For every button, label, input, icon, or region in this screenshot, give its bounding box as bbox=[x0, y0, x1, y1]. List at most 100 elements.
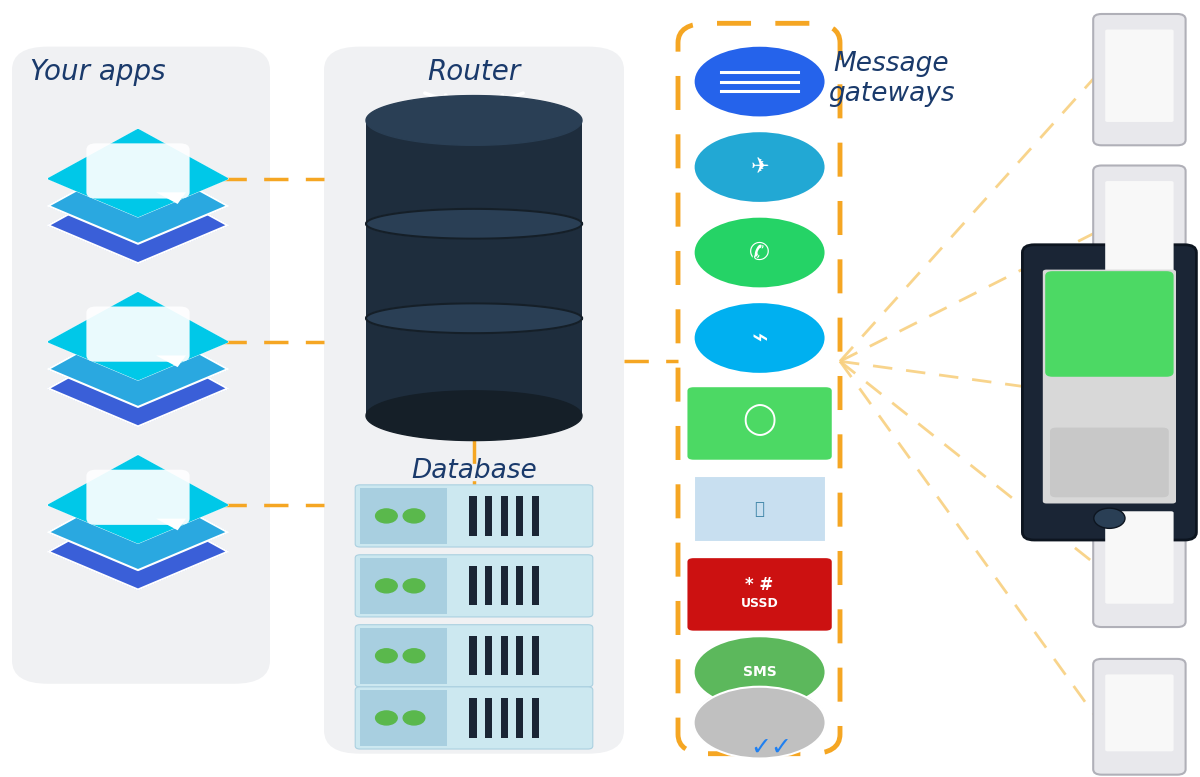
Polygon shape bbox=[48, 293, 228, 380]
Circle shape bbox=[403, 649, 425, 663]
Bar bbox=[532, 566, 539, 605]
Bar bbox=[532, 497, 539, 535]
Polygon shape bbox=[48, 503, 228, 590]
Bar bbox=[516, 636, 523, 675]
Text: ⌁: ⌁ bbox=[751, 324, 768, 352]
Polygon shape bbox=[156, 193, 186, 204]
Text: ✓✓: ✓✓ bbox=[751, 736, 793, 759]
Circle shape bbox=[1094, 508, 1126, 528]
FancyBboxPatch shape bbox=[86, 306, 190, 361]
Ellipse shape bbox=[694, 46, 826, 117]
Text: * #: * # bbox=[745, 576, 774, 594]
Bar bbox=[532, 636, 539, 675]
Bar bbox=[516, 566, 523, 605]
Bar bbox=[469, 699, 476, 737]
Ellipse shape bbox=[694, 217, 826, 288]
FancyBboxPatch shape bbox=[86, 143, 190, 199]
Ellipse shape bbox=[694, 687, 826, 758]
Ellipse shape bbox=[694, 636, 826, 708]
Ellipse shape bbox=[694, 217, 826, 288]
Circle shape bbox=[376, 711, 397, 725]
Polygon shape bbox=[366, 209, 582, 239]
FancyBboxPatch shape bbox=[1105, 30, 1174, 122]
Polygon shape bbox=[48, 483, 228, 570]
Ellipse shape bbox=[694, 46, 826, 117]
FancyBboxPatch shape bbox=[360, 558, 446, 614]
FancyBboxPatch shape bbox=[1093, 659, 1186, 775]
Polygon shape bbox=[48, 340, 228, 427]
Polygon shape bbox=[156, 519, 186, 531]
Bar bbox=[516, 497, 523, 535]
Ellipse shape bbox=[694, 685, 826, 756]
FancyBboxPatch shape bbox=[694, 476, 826, 542]
FancyBboxPatch shape bbox=[694, 562, 826, 627]
Text: USSD: USSD bbox=[740, 598, 779, 610]
Bar bbox=[485, 636, 492, 675]
Polygon shape bbox=[48, 176, 228, 263]
Circle shape bbox=[376, 579, 397, 593]
Polygon shape bbox=[366, 120, 582, 416]
Text: Message
gateways: Message gateways bbox=[828, 51, 955, 106]
Ellipse shape bbox=[694, 131, 826, 203]
Text: ✈: ✈ bbox=[750, 157, 769, 177]
Bar bbox=[485, 566, 492, 605]
Text: 🏔: 🏔 bbox=[755, 500, 764, 518]
Ellipse shape bbox=[694, 636, 826, 708]
Polygon shape bbox=[366, 303, 582, 333]
FancyBboxPatch shape bbox=[686, 386, 833, 461]
FancyBboxPatch shape bbox=[360, 488, 446, 544]
Text: ✆: ✆ bbox=[749, 241, 770, 264]
FancyBboxPatch shape bbox=[1022, 245, 1196, 540]
Polygon shape bbox=[48, 320, 228, 407]
FancyBboxPatch shape bbox=[355, 555, 593, 617]
Text: Router: Router bbox=[427, 58, 521, 86]
FancyBboxPatch shape bbox=[12, 47, 270, 684]
Bar bbox=[532, 699, 539, 737]
Polygon shape bbox=[366, 391, 582, 441]
FancyBboxPatch shape bbox=[1093, 496, 1186, 627]
FancyBboxPatch shape bbox=[1093, 166, 1186, 297]
FancyBboxPatch shape bbox=[1093, 14, 1186, 145]
Circle shape bbox=[403, 579, 425, 593]
FancyBboxPatch shape bbox=[360, 628, 446, 684]
Bar bbox=[500, 636, 508, 675]
Bar bbox=[485, 699, 492, 737]
Circle shape bbox=[403, 509, 425, 523]
Polygon shape bbox=[48, 456, 228, 543]
FancyBboxPatch shape bbox=[1045, 271, 1174, 377]
Ellipse shape bbox=[694, 302, 826, 374]
FancyBboxPatch shape bbox=[686, 386, 833, 461]
Text: Database: Database bbox=[412, 458, 536, 484]
FancyBboxPatch shape bbox=[355, 687, 593, 749]
FancyBboxPatch shape bbox=[1105, 511, 1174, 604]
Bar bbox=[500, 497, 508, 535]
Text: Your apps: Your apps bbox=[30, 58, 166, 86]
Circle shape bbox=[376, 649, 397, 663]
FancyBboxPatch shape bbox=[355, 625, 593, 687]
FancyBboxPatch shape bbox=[324, 404, 624, 754]
FancyBboxPatch shape bbox=[1105, 674, 1174, 751]
Bar bbox=[500, 566, 508, 605]
FancyBboxPatch shape bbox=[1105, 181, 1174, 274]
FancyBboxPatch shape bbox=[86, 469, 190, 525]
Polygon shape bbox=[48, 456, 228, 543]
Ellipse shape bbox=[694, 302, 826, 374]
FancyBboxPatch shape bbox=[1050, 427, 1169, 497]
Polygon shape bbox=[48, 130, 228, 217]
FancyBboxPatch shape bbox=[1043, 270, 1176, 503]
Bar bbox=[469, 636, 476, 675]
Polygon shape bbox=[48, 157, 228, 244]
Bar bbox=[516, 699, 523, 737]
Polygon shape bbox=[48, 293, 228, 380]
Bar bbox=[485, 497, 492, 535]
FancyBboxPatch shape bbox=[694, 476, 826, 542]
Text: SMS: SMS bbox=[743, 665, 776, 679]
Polygon shape bbox=[48, 130, 228, 217]
FancyBboxPatch shape bbox=[686, 557, 833, 632]
FancyBboxPatch shape bbox=[324, 47, 624, 505]
Circle shape bbox=[403, 711, 425, 725]
Polygon shape bbox=[366, 96, 582, 145]
FancyBboxPatch shape bbox=[360, 690, 446, 746]
Circle shape bbox=[376, 509, 397, 523]
Ellipse shape bbox=[694, 131, 826, 203]
